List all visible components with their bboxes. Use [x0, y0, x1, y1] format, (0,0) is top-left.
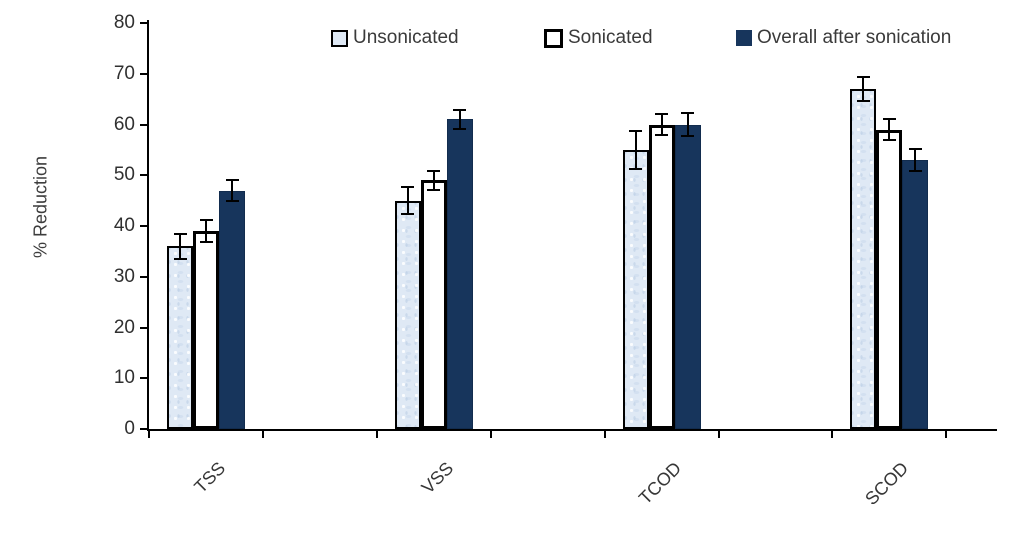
error-bar-stem: [888, 118, 891, 141]
error-bar-stem: [634, 131, 637, 169]
error-bar-cap-bottom: [629, 167, 643, 170]
error-bar-cap-bottom: [681, 135, 695, 138]
error-bar-stem: [205, 219, 207, 243]
bar-overall-after-sonication-vss: [446, 119, 473, 429]
bar-overall-after-sonication-scod: [902, 160, 929, 429]
error-bar-cap-bottom: [225, 199, 239, 202]
y-axis-tick-label: 50: [113, 164, 135, 186]
legend-swatch-sonicated: [544, 28, 563, 48]
bar-unsonicated-scod: [850, 89, 877, 429]
error-bar-stem: [862, 76, 865, 102]
y-axis-title: % Reduction: [30, 155, 51, 259]
error-bar-stem: [660, 113, 663, 136]
y-axis-tick-label: 70: [113, 62, 135, 84]
y-axis-tick: [140, 225, 147, 227]
x-axis-tick: [717, 431, 720, 438]
y-axis-tick-label: 40: [113, 215, 135, 236]
legend-swatch-unsonicated: [331, 29, 348, 47]
x-axis-tick: [148, 431, 150, 438]
error-bar-cap-top: [199, 218, 213, 221]
error-bar-cap-top: [225, 179, 239, 182]
y-axis-tick: [140, 275, 147, 278]
legend-item-unsonicated: Unsonicated: [331, 27, 459, 49]
error-bar-cap-top: [401, 186, 415, 189]
x-axis-tick: [603, 431, 606, 438]
error-bar-stem: [686, 112, 689, 137]
y-axis-line: [147, 20, 149, 431]
error-bar-cap-top: [681, 111, 695, 114]
x-axis-label-tcod: TCOD: [634, 458, 685, 509]
bar-unsonicated-tss: [167, 246, 193, 429]
legend-label-unsonicated: Unsonicated: [353, 27, 459, 48]
error-bar-cap-top: [173, 232, 187, 235]
y-axis-tick: [140, 174, 147, 177]
error-bar-cap-top: [856, 75, 870, 78]
y-axis-tick-label: 20: [113, 316, 135, 338]
legend-item-overall: Overall after sonication: [736, 27, 951, 49]
error-bar-stem: [179, 233, 181, 259]
bar-overall-after-sonication-tss: [219, 190, 245, 429]
error-bar-cap-bottom: [427, 188, 441, 191]
error-bar-stem: [914, 149, 917, 171]
error-bar-stem: [432, 171, 435, 190]
error-bar-stem: [458, 109, 461, 130]
error-bar-cap-top: [427, 170, 441, 173]
y-axis-tick: [140, 377, 147, 380]
bar-sonicated-vss: [420, 180, 447, 429]
y-axis-tick-label: 30: [113, 265, 135, 287]
error-bar-cap-bottom: [882, 139, 896, 142]
x-axis-label-vss: VSS: [417, 458, 457, 498]
x-axis-tick: [375, 431, 378, 438]
legend-swatch-overall: [736, 30, 752, 46]
error-bar-cap-top: [908, 148, 922, 151]
legend-item-sonicated: Sonicated: [544, 27, 653, 49]
y-axis-tick: [140, 428, 147, 430]
y-axis-tick-label: 60: [113, 113, 135, 135]
error-bar-cap-bottom: [655, 134, 669, 137]
error-bar-cap-bottom: [199, 241, 213, 244]
y-axis-tick-label: 0: [124, 418, 135, 439]
error-bar-stem: [231, 180, 233, 201]
y-axis-tick: [140, 72, 147, 75]
error-bar-cap-bottom: [401, 212, 415, 215]
bar-sonicated-tcod: [648, 124, 675, 429]
x-axis-line: [147, 429, 997, 431]
y-axis-tick: [140, 123, 147, 126]
bar-unsonicated-tcod: [622, 149, 649, 429]
legend-label-overall: Overall after sonication: [757, 27, 952, 48]
error-bar-stem: [406, 187, 409, 214]
y-axis-tick-label: 80: [113, 12, 135, 33]
x-axis-label-scod: SCOD: [861, 458, 913, 509]
y-axis-tick-label: 10: [113, 367, 135, 389]
y-axis-tick: [140, 22, 147, 24]
bar-sonicated-tss: [193, 231, 219, 429]
bar-sonicated-scod: [876, 129, 903, 429]
x-axis-tick: [261, 431, 264, 438]
bar-unsonicated-vss: [394, 200, 421, 429]
error-bar-cap-top: [453, 108, 467, 111]
error-bar-cap-bottom: [856, 100, 870, 103]
error-bar-cap-top: [629, 130, 643, 133]
x-axis-tick: [831, 431, 834, 438]
y-axis-tick: [140, 326, 147, 329]
error-bar-cap-top: [882, 117, 896, 120]
error-bar-cap-bottom: [908, 169, 922, 172]
error-bar-cap-bottom: [453, 128, 467, 131]
error-bar-cap-bottom: [173, 258, 187, 260]
error-bar-cap-top: [655, 112, 669, 115]
x-axis-tick: [945, 431, 948, 438]
legend-label-sonicated: Sonicated: [568, 27, 653, 48]
x-axis-tick: [489, 431, 492, 438]
x-axis-label-tss: TSS: [190, 458, 230, 497]
bar-overall-after-sonication-tcod: [674, 124, 701, 429]
